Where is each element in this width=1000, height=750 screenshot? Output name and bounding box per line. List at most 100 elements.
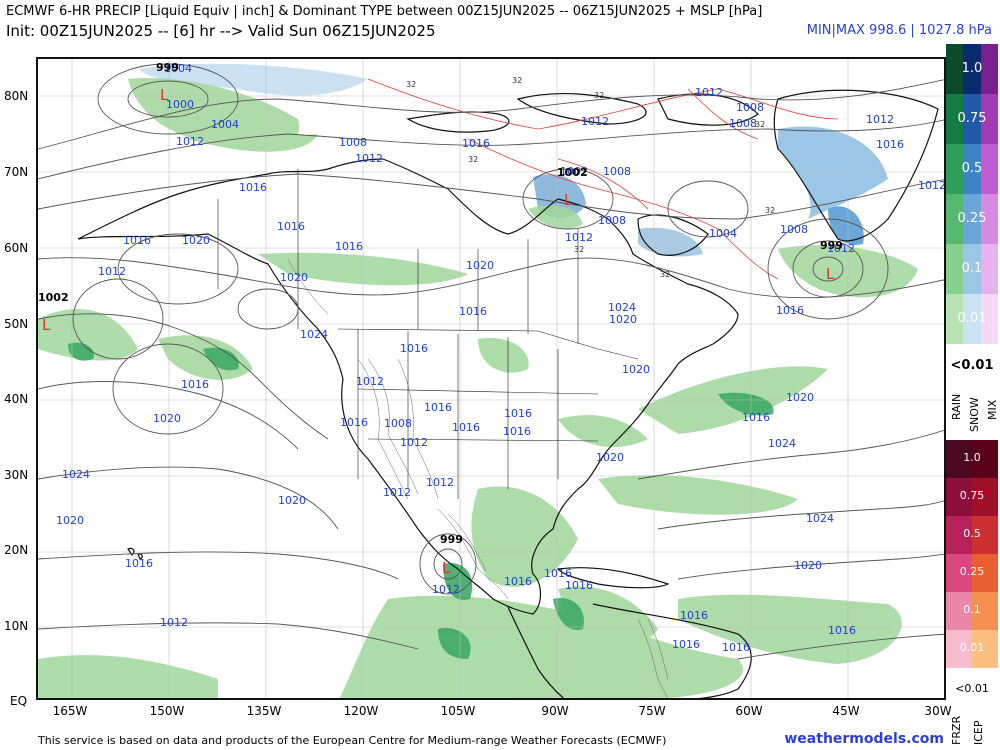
legend-type-mix: MIX [986,399,999,420]
isobar-label: 1024 [806,512,834,525]
isobar-label: 1012 [695,86,723,99]
isobar-label: 1016 [742,411,770,424]
legend-value: 0.01 [957,311,987,326]
low-pressure-marker: L [442,559,451,577]
latitude-label: EQ [10,694,28,708]
isobar-label: 1020 [278,494,306,507]
isobar-label: 1002 [560,165,588,178]
isobar-label: 1016 [424,401,452,414]
pressure-minimum-group: 999 1002 1002 999 999 [38,61,843,546]
isobar-label: 1024 [62,468,90,481]
isobar-label: 1016 [340,416,368,429]
low-pressure-marker: L [564,191,573,209]
isobar-label: 1016 [123,234,151,247]
legend-value: 0.75 [957,111,987,126]
legend-bottom-row: 0.5 [946,516,998,554]
isobar-label-group: 1004 1000 1004 1012 1008 1012 1016 1016 … [56,62,946,654]
graticule [38,59,944,698]
isobar-label: 1016 [876,138,904,151]
isobar-label: 1016 [565,579,593,592]
legend-swatch [946,294,964,344]
latitude-label: 30N [4,468,29,482]
isobar-label: 1012 [98,265,126,278]
freezing-contour-label: 32 [755,120,765,129]
legend-type-snow: SNOW [968,397,981,432]
legend-swatch [946,516,972,554]
low-marker-group: L L L L L [42,86,835,577]
latitude-label: 40N [4,392,29,406]
legend-value: 0.1 [961,261,983,276]
isobar-label: 1012 [355,152,383,165]
legend-bottom-row: 0.01 [946,630,998,668]
isobar-label: 1012 [383,486,411,499]
legend-value: 0.75 [959,489,985,502]
legend-value: 1.0 [963,451,981,464]
isobar-label: 1008 [384,417,412,430]
legend-swatch [963,244,981,294]
chart-title: ECMWF 6-HR PRECIP [Liquid Equiv | inch] … [6,4,763,19]
isobar-label: 1016 [452,421,480,434]
legend-top-row: 0.5 [946,144,998,194]
latitude-label: 20N [4,543,29,557]
legend-below-threshold: <0.01 [950,358,994,373]
isobar-label: 1020 [56,514,84,527]
longitude-label: 75W [638,704,666,718]
freezing-contour-label: 32 [406,80,416,89]
pressure-minimum-value: 1002 [557,166,588,179]
terrain-contours [287,258,669,698]
latitude-label: 10N [4,619,29,633]
pressure-minimum-value: 1002 [38,291,69,304]
isobar-label: 1012 [918,179,946,192]
latitude-label: 50N [4,317,29,331]
longitude-label: 120W [343,704,379,718]
isobar-label: 1016 [776,304,804,317]
legend-swatch [980,44,998,94]
longitude-label: 45W [832,704,860,718]
isobar-label: 1016 [277,220,305,233]
attribution-text: This service is based on data and produc… [38,734,667,747]
snow-region-labrador [638,227,703,257]
legend-swatch [946,592,972,630]
legend-swatch [946,44,964,94]
isobar-label: 1016 [459,305,487,318]
legend-swatch [972,630,998,668]
isobar-label: 1012 [400,436,428,449]
longitude-label: 105W [440,704,476,718]
legend-swatch [946,94,964,144]
legend-swatch [963,294,981,344]
longitude-label: 30W [924,704,952,718]
isobar-label: 1016 [504,575,532,588]
legend-swatch [963,94,981,144]
legend-swatch [972,554,998,592]
latitude-label: 60N [4,241,29,255]
legend-swatch [972,516,998,554]
longitude-label: 60W [735,704,763,718]
forecast-map: 1004 1000 1004 1012 1008 1012 1016 1016 … [36,57,946,700]
legend-value: 0.1 [963,603,981,616]
legend-swatch [963,194,981,244]
legend-swatch [980,144,998,194]
site-link[interactable]: weathermodels.com [784,731,944,747]
legend-value: 0.5 [963,527,981,540]
isobar-label: 1016 [400,342,428,355]
rain-areas [38,78,918,698]
isobar-label: 1012 [176,135,204,148]
legend-type-frzr: FRZR [950,715,963,745]
pressure-minimum-value: 999 [440,533,463,546]
isobar-label: 1024 [768,437,796,450]
legend-top-row: 0.01 [946,294,998,344]
legend-swatch [980,94,998,144]
isobar-label: 1000 [166,98,194,111]
isobar-label: 1004 [211,118,239,131]
isobar-label: 1024 [300,328,328,341]
longitude-label: 150W [149,704,185,718]
isobar-label: 1020 [786,391,814,404]
isobar-label: 1016 [544,567,572,580]
legend-swatch [980,194,998,244]
legend-value: 0.25 [957,211,987,226]
legend-below-threshold-ice: <0.01 [955,682,989,695]
rain-heavy-cores [68,342,774,659]
longitude-label: 165W [52,704,88,718]
isobar-label: 1016 [504,407,532,420]
isobar-label: 1016 [680,609,708,622]
